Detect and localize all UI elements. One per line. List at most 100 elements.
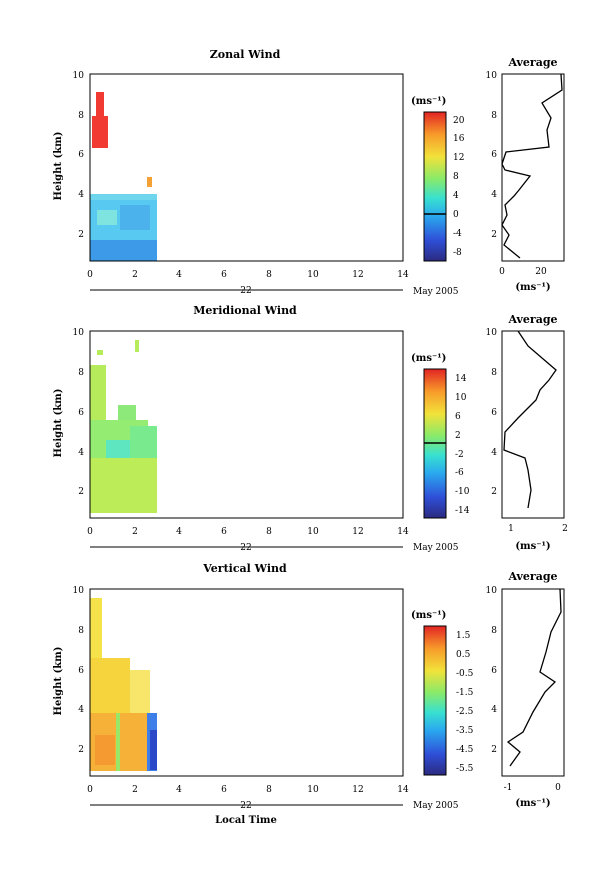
average-y-tick: 6: [491, 408, 497, 418]
y-tick-label: 8: [78, 368, 84, 378]
average-frame: [501, 73, 565, 262]
average-profile: Average 1 2 2 4 6 8 10 (ms⁻¹): [486, 313, 568, 552]
average-y-tick: 8: [491, 368, 497, 378]
x-tick-label: 14: [397, 527, 409, 537]
heatmap-area: [90, 340, 157, 513]
date-day-label: 22: [240, 801, 251, 811]
heatmap-cell: [106, 440, 136, 458]
heatmap-area: [90, 92, 157, 261]
heatmap-cell: [92, 116, 108, 148]
x-tick-label: 8: [266, 785, 272, 795]
x-tick-label: 12: [352, 527, 363, 537]
colorbar-gradient: [423, 111, 447, 262]
average-x-label: (ms⁻¹): [515, 798, 550, 809]
heatmap-cell: [90, 658, 130, 713]
average-frame: [501, 588, 565, 777]
x-tick-label: 6: [221, 527, 227, 537]
x-tick-label: 14: [397, 270, 409, 280]
colorbar-tick: 16: [453, 134, 465, 144]
heatmap-cell: [90, 598, 102, 658]
y-tick-label: 4: [78, 190, 84, 200]
colorbar: (ms⁻¹) 20 16 12 8 4 0 -4 -8: [411, 96, 465, 262]
average-x-label: (ms⁻¹): [515, 282, 550, 293]
colorbar-tick: 1.5: [456, 631, 471, 641]
x-tick-label: 4: [176, 270, 182, 280]
date-day-label: 22: [240, 543, 251, 553]
x-tick-label: 4: [176, 527, 182, 537]
date-axis: 22 May 2005: [90, 286, 459, 297]
y-tick-label: 6: [78, 150, 84, 160]
panel-title: Vertical Wind: [202, 562, 287, 575]
colorbar-tick: 12: [453, 153, 464, 163]
x-tick-label: 14: [397, 785, 409, 795]
colorbar: (ms⁻¹) 1.5 0.5 -0.5 -1.5 -2.5 -3.5 -4.5 …: [411, 610, 474, 776]
average-title: Average: [507, 313, 557, 326]
colorbar-tick: 4: [453, 191, 459, 201]
colorbar-tick: -3.5: [456, 726, 474, 736]
y-tick-label: 10: [73, 586, 85, 596]
average-x-tick: 2: [562, 524, 568, 534]
average-line: [506, 588, 562, 767]
x-tick-label: 6: [221, 270, 227, 280]
y-tick-label: 4: [78, 448, 84, 458]
y-tick-label: 6: [78, 666, 84, 676]
x-axis-label: Local Time: [215, 815, 277, 826]
heatmap-cell: [118, 405, 136, 420]
average-line: [503, 330, 557, 509]
y-axis-label: Height (km): [53, 647, 64, 716]
x-tick-label: 10: [307, 527, 319, 537]
heatmap-cell: [150, 730, 157, 770]
colorbar-unit: (ms⁻¹): [411, 96, 446, 107]
x-tick-label: 12: [352, 785, 363, 795]
heatmap-cell: [97, 210, 117, 225]
colorbar-tick: 2: [455, 431, 461, 441]
average-line: [501, 73, 563, 259]
average-x-tick: 1: [508, 524, 514, 534]
y-tick-label: 6: [78, 408, 84, 418]
y-tick-label: 8: [78, 626, 84, 636]
colorbar-tick: -4.5: [456, 745, 474, 755]
date-label: May 2005: [413, 543, 459, 553]
x-tick-label: 0: [87, 270, 93, 280]
colorbar-tick: 8: [453, 172, 459, 182]
colorbar-gradient: [423, 625, 447, 776]
average-y-tick: 8: [491, 111, 497, 121]
colorbar-tick: -8: [453, 248, 462, 258]
x-tick-label: 2: [132, 527, 138, 537]
average-title: Average: [507, 570, 557, 583]
heatmap-cell: [95, 735, 115, 765]
average-y-tick: 6: [491, 150, 497, 160]
colorbar-unit: (ms⁻¹): [411, 353, 446, 364]
x-tick-label: 4: [176, 785, 182, 795]
x-tick-label: 8: [266, 270, 272, 280]
colorbar-tick: 10: [455, 393, 467, 403]
y-axis-label: Height (km): [53, 389, 64, 458]
heatmap-cell: [90, 458, 157, 513]
x-tick-label: 2: [132, 785, 138, 795]
average-y-tick: 8: [491, 626, 497, 636]
average-y-tick: 2: [491, 487, 497, 497]
colorbar-tick: -0.5: [456, 669, 474, 679]
average-x-tick: 0: [555, 783, 561, 793]
y-tick-label: 4: [78, 705, 84, 715]
date-day-label: 22: [240, 286, 251, 296]
panel-zonal-wind: Zonal Wind Height (km) 0 2 4 6 8 10 12 1…: [53, 48, 565, 297]
heatmap-cell: [130, 670, 150, 713]
date-label: May 2005: [413, 287, 459, 297]
x-ticks: 0 2 4 6 8 10 12 14: [87, 270, 409, 280]
x-tick-label: 2: [132, 270, 138, 280]
date-label: May 2005: [413, 801, 459, 811]
date-axis: 22 May 2005: [90, 543, 459, 553]
heatmap-cell: [120, 205, 150, 230]
panel-title: Meridional Wind: [193, 304, 297, 317]
average-x-tick: -1: [504, 783, 513, 793]
average-y-tick: 2: [491, 230, 497, 240]
heatmap-cell: [135, 340, 139, 352]
y-ticks: 2 4 6 8 10: [73, 328, 85, 497]
heatmap-cell: [90, 240, 157, 261]
x-tick-label: 10: [307, 270, 319, 280]
colorbar-tick: 0.5: [456, 650, 471, 660]
y-ticks: 2 4 6 8 10: [73, 586, 85, 755]
average-y-tick: 4: [491, 190, 497, 200]
